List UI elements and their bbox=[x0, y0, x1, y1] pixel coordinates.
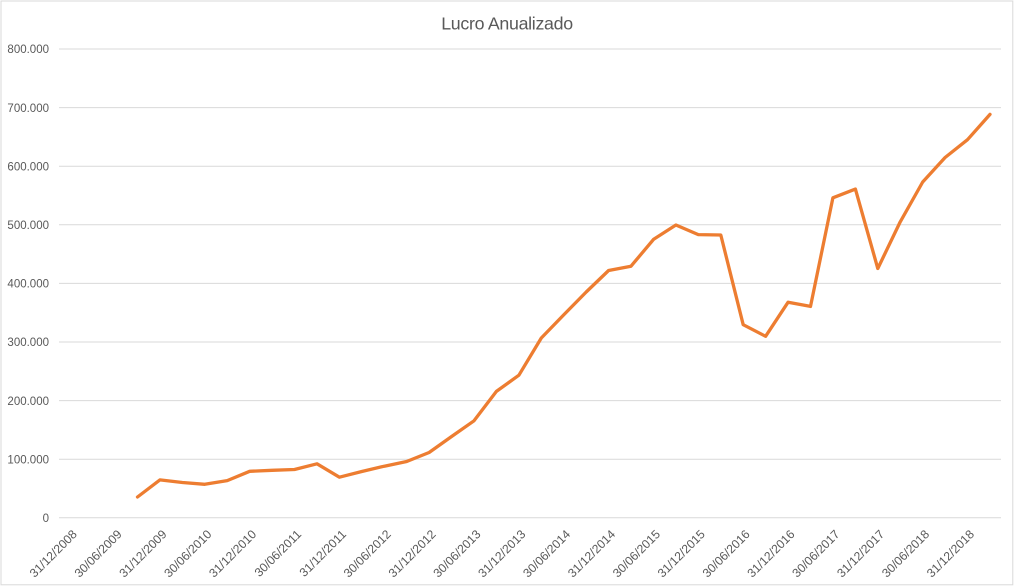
svg-text:800.000: 800.000 bbox=[7, 44, 49, 56]
svg-text:300.000: 300.000 bbox=[7, 337, 49, 349]
svg-text:200.000: 200.000 bbox=[7, 396, 49, 408]
svg-text:600.000: 600.000 bbox=[7, 161, 49, 173]
svg-text:400.000: 400.000 bbox=[7, 279, 49, 291]
svg-text:700.000: 700.000 bbox=[7, 103, 49, 115]
svg-text:500.000: 500.000 bbox=[7, 220, 49, 232]
svg-text:100.000: 100.000 bbox=[7, 454, 49, 466]
svg-text:0: 0 bbox=[43, 513, 49, 525]
svg-text:Lucro Anualizado: Lucro Anualizado bbox=[441, 14, 573, 34]
